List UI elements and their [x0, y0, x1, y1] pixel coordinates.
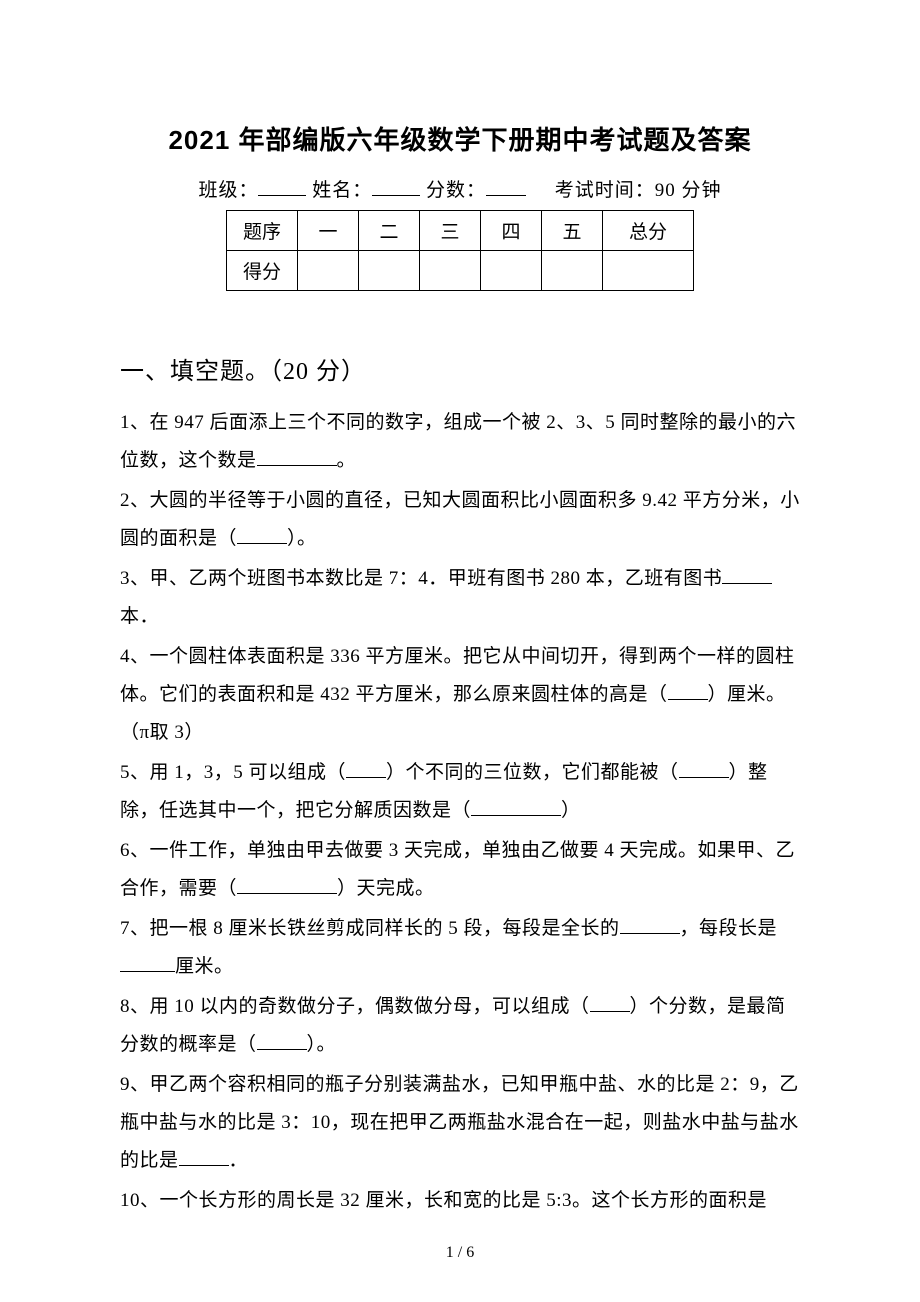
- answer-blank: [257, 446, 337, 466]
- score-header-cell: 五: [542, 211, 603, 251]
- score-table-score-row: 得分: [227, 251, 694, 291]
- question-text: ）: [561, 800, 581, 821]
- question-text: ）。: [287, 528, 317, 549]
- score-header-cell: 四: [481, 211, 542, 251]
- question-7: 7、把一根 8 厘米长铁丝剪成同样长的 5 段，每段是全长的 ，每段长是厘米。: [120, 910, 800, 986]
- question-text: ）个不同的三位数，它们都能被（: [386, 762, 679, 783]
- question-text: 。: [337, 450, 357, 471]
- answer-blank: [257, 1030, 307, 1050]
- question-2: 2、大圆的半径等于小圆的直径，已知大圆面积比小圆面积多 9.42 平方分米，小圆…: [120, 482, 800, 558]
- exam-title: 2021 年部编版六年级数学下册期中考试题及答案: [120, 120, 800, 157]
- question-text: 8、用 10 以内的奇数做分子，偶数做分母，可以组成（: [120, 996, 590, 1017]
- question-6: 6、一件工作，单独由甲去做要 3 天完成，单独由乙做要 4 天完成。如果甲、乙合…: [120, 832, 800, 908]
- score-blank-cell: [420, 251, 481, 291]
- score-header-cell: 一: [298, 211, 359, 251]
- score-header-cell: 二: [359, 211, 420, 251]
- exam-time-label: 考试时间：90 分钟: [555, 180, 722, 201]
- question-8: 8、用 10 以内的奇数做分子，偶数做分母，可以组成（）个分数，是最简分数的概率…: [120, 988, 800, 1064]
- question-text: 6、一件工作，单独由甲去做要 3 天完成，单独由乙做要 4 天完成。如果甲、乙合…: [120, 840, 795, 899]
- question-10: 10、一个长方形的周长是 32 厘米，长和宽的比是 5:3。这个长方形的面积是: [120, 1182, 800, 1220]
- score-label: 分数：: [426, 180, 486, 201]
- score-table: 题序一二三四五总分 得分: [226, 210, 694, 291]
- name-blank: [372, 176, 420, 196]
- question-9: 9、甲乙两个容积相同的瓶子分别装满盐水，已知甲瓶中盐、水的比是 2：9，乙瓶中盐…: [120, 1066, 800, 1180]
- student-info-line: 班级： 姓名： 分数： 考试时间：90 分钟: [120, 175, 800, 202]
- score-blank: [486, 176, 526, 196]
- section-1-questions: 1、在 947 后面添上三个不同的数字，组成一个被 2、3、5 同时整除的最小的…: [120, 404, 800, 1220]
- answer-blank: [620, 914, 680, 934]
- score-blank-cell: [603, 251, 694, 291]
- page: 2021 年部编版六年级数学下册期中考试题及答案 班级： 姓名： 分数： 考试时…: [0, 0, 920, 1302]
- answer-blank: [590, 992, 630, 1012]
- score-blank-cell: [481, 251, 542, 291]
- name-label: 姓名：: [312, 180, 372, 201]
- question-5: 5、用 1，3，5 可以组成（）个不同的三位数，它们都能被（）整除，任选其中一个…: [120, 754, 800, 830]
- answer-blank: [346, 758, 386, 778]
- question-text: 5、用 1，3，5 可以组成（: [120, 762, 346, 783]
- question-text: 7、把一根 8 厘米长铁丝剪成同样长的 5 段，每段是全长的: [120, 918, 620, 939]
- page-footer: 1 / 6: [0, 1244, 920, 1262]
- question-3: 3、甲、乙两个班图书本数比是 7：4．甲班有图书 280 本，乙班有图书本．: [120, 560, 800, 636]
- question-text: ，每段长是: [680, 918, 778, 939]
- score-blank-cell: [298, 251, 359, 291]
- answer-blank: [679, 758, 729, 778]
- score-header-cell: 三: [420, 211, 481, 251]
- question-text: 3、甲、乙两个班图书本数比是 7：4．甲班有图书 280 本，乙班有图书: [120, 568, 722, 589]
- answer-blank: [179, 1146, 229, 1166]
- score-blank-cell: [359, 251, 420, 291]
- class-blank: [258, 176, 306, 196]
- question-4: 4、一个圆柱体表面积是 336 平方厘米。把它从中间切开，得到两个一样的圆柱体。…: [120, 638, 800, 752]
- score-header-cell: 总分: [603, 211, 694, 251]
- answer-blank: [237, 874, 337, 894]
- question-text: 10、一个长方形的周长是 32 厘米，长和宽的比是 5:3。这个长方形的面积是: [120, 1190, 767, 1211]
- question-text: 2、大圆的半径等于小圆的直径，已知大圆面积比小圆面积多 9.42 平方分米，小圆…: [120, 490, 800, 549]
- question-1: 1、在 947 后面添上三个不同的数字，组成一个被 2、3、5 同时整除的最小的…: [120, 404, 800, 480]
- section-1-heading: 一、填空题。（20 分）: [120, 351, 800, 386]
- answer-blank: [471, 796, 561, 816]
- answer-blank: [722, 564, 772, 584]
- question-text: ．: [229, 1150, 249, 1171]
- question-text: ）天完成。: [337, 878, 435, 899]
- question-text: 本．: [120, 606, 159, 627]
- answer-blank: [120, 952, 175, 972]
- score-header-cell: 题序: [227, 211, 298, 251]
- score-table-header-row: 题序一二三四五总分: [227, 211, 694, 251]
- score-blank-cell: [542, 251, 603, 291]
- question-text: 1、在 947 后面添上三个不同的数字，组成一个被 2、3、5 同时整除的最小的…: [120, 412, 796, 471]
- question-text: 厘米。: [175, 956, 234, 977]
- question-text: ）。: [307, 1034, 337, 1055]
- answer-blank: [237, 524, 287, 544]
- score-row-label-cell: 得分: [227, 251, 298, 291]
- answer-blank: [668, 680, 708, 700]
- class-label: 班级：: [198, 180, 258, 201]
